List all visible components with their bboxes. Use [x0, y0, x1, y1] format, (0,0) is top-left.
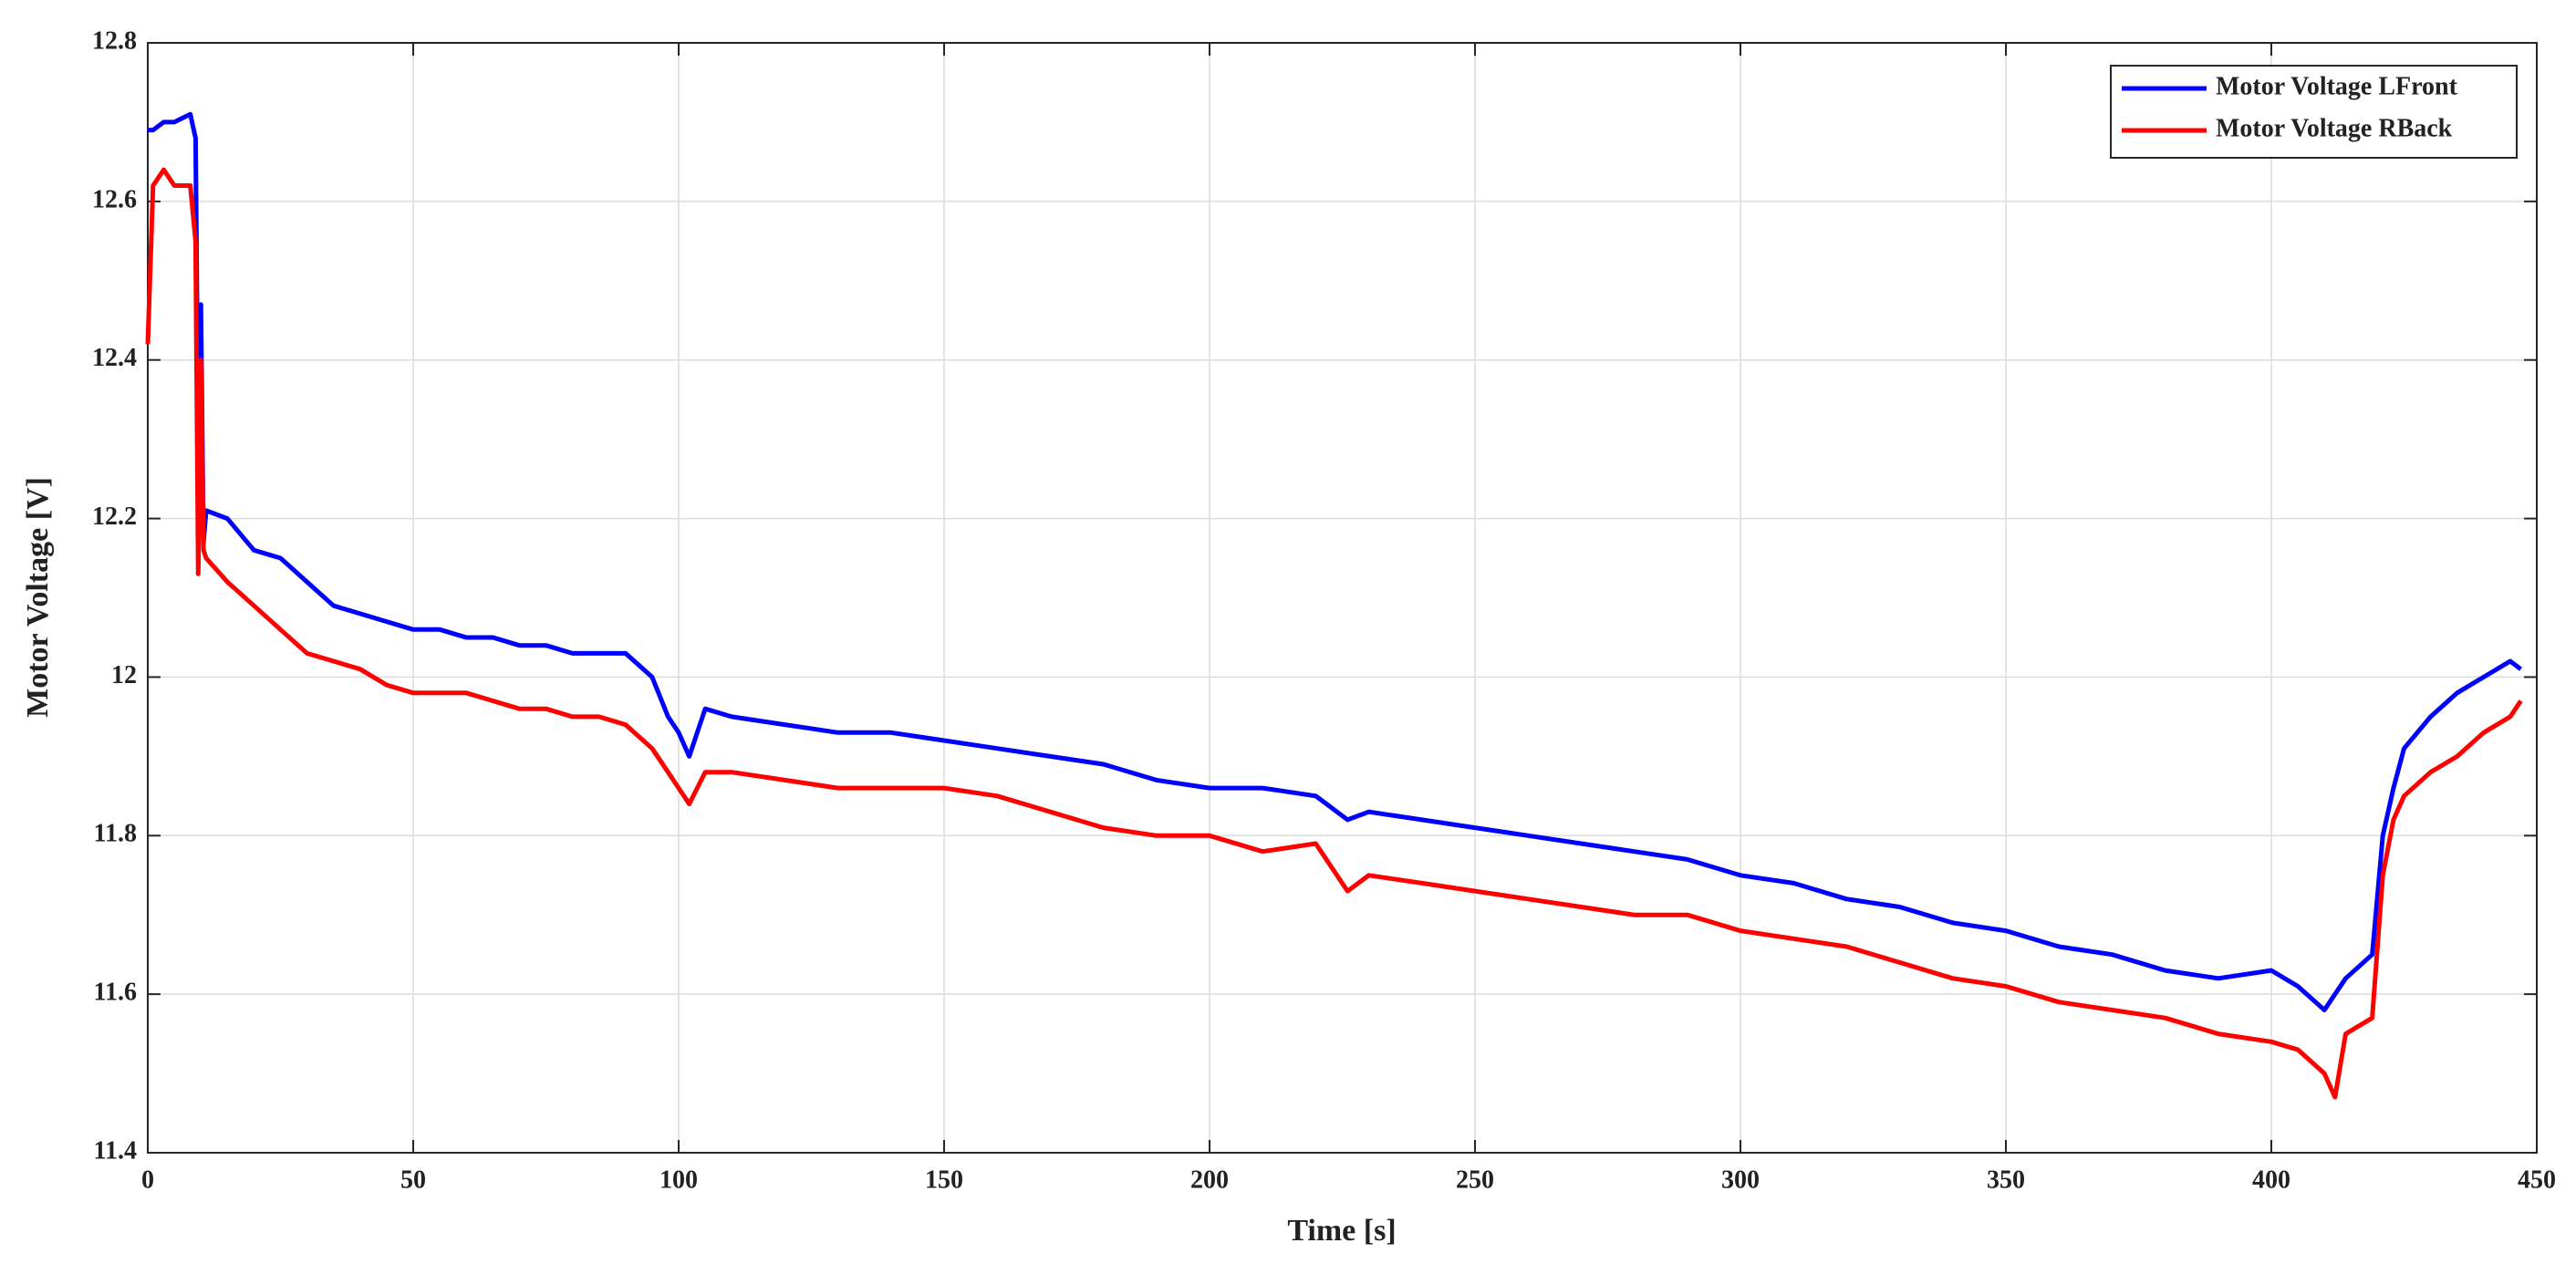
plot-frame — [147, 42, 2538, 1154]
x-tick-label: 300 — [1721, 1166, 1760, 1194]
data-line — [145, 167, 2523, 1100]
y-tick-label: 11.6 — [94, 979, 137, 1007]
x-tick-label: 0 — [141, 1166, 154, 1194]
y-tick-label: 11.4 — [94, 1136, 137, 1165]
data-line — [148, 111, 2522, 1012]
x-tick-label: 200 — [1190, 1166, 1229, 1194]
x-tick-label: 250 — [1456, 1166, 1494, 1194]
legend-label: Motor Voltage LFront — [2216, 72, 2458, 100]
legend: Motor Voltage LFront Motor Voltage RBack — [2110, 65, 2518, 159]
x-tick-label: 450 — [2518, 1166, 2556, 1194]
y-tick-label: 12.4 — [92, 344, 137, 372]
y-tick-label: 12.2 — [92, 502, 137, 531]
x-tick-label: 350 — [1987, 1166, 2025, 1194]
x-tick-label: 50 — [400, 1166, 426, 1194]
x-axis-label: Time [s] — [1287, 1214, 1396, 1248]
y-tick-label: 12.6 — [92, 185, 137, 213]
legend-label: Motor Voltage RBack — [2216, 114, 2453, 142]
x-tick-label: 150 — [925, 1166, 963, 1194]
y-tick-label: 12.8 — [92, 26, 137, 55]
y-tick-label: 12 — [111, 661, 137, 689]
x-tick-label: 100 — [660, 1166, 698, 1194]
legend-box — [2110, 65, 2518, 159]
y-tick-label: 11.8 — [94, 820, 137, 848]
y-axis-label: Motor Voltage [V] — [21, 477, 55, 718]
x-tick-label: 400 — [2252, 1166, 2290, 1194]
